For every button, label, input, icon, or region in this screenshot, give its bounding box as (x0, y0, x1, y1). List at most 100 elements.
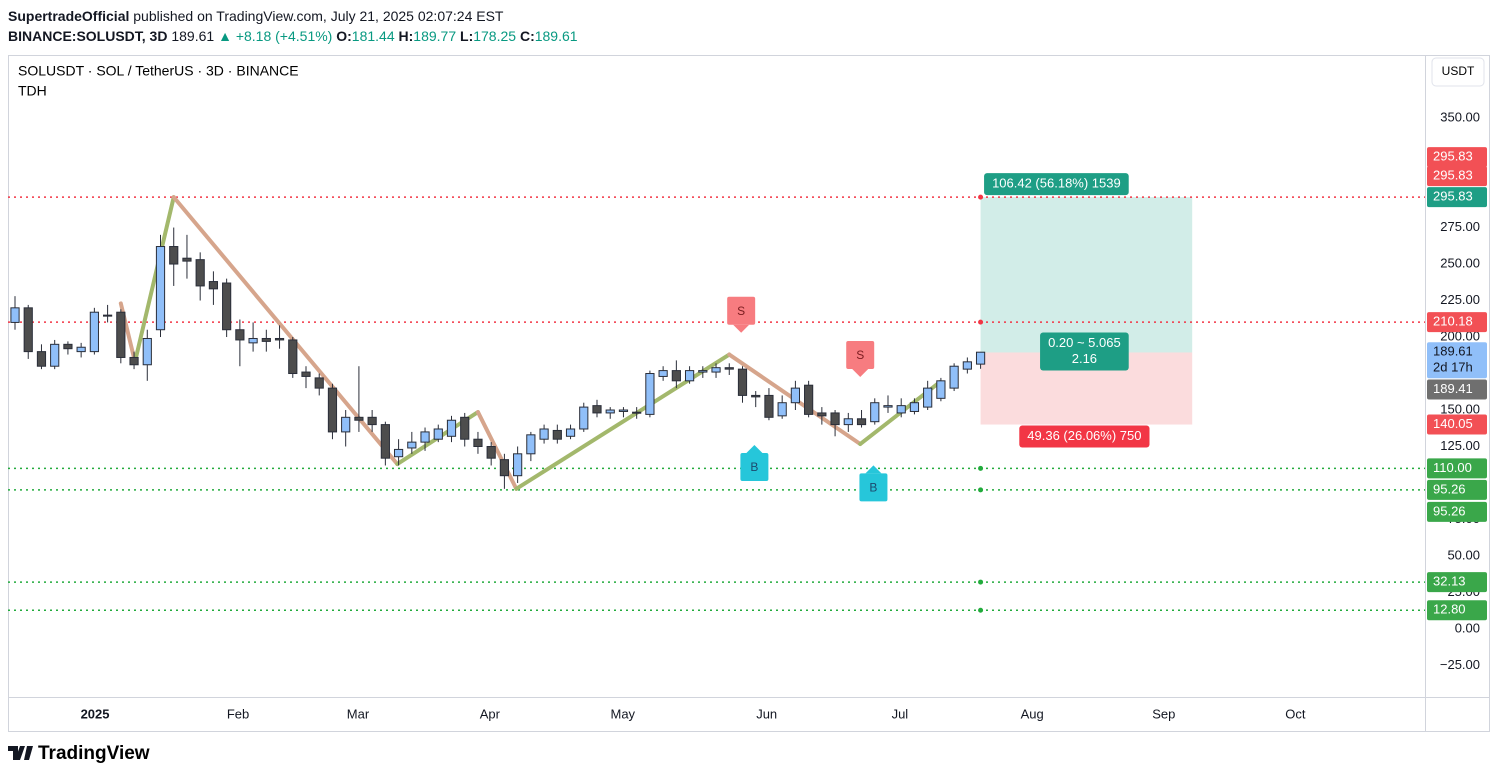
target-zone (980, 197, 1193, 353)
candle-body (102, 314, 113, 317)
candle-body (936, 380, 946, 399)
label-box (1019, 425, 1150, 448)
candle-body (195, 259, 205, 287)
candle-body (446, 419, 457, 437)
candle-body (843, 418, 853, 426)
candle-body (63, 343, 73, 350)
ohlc-value: 181.44 (351, 28, 395, 44)
price-tag: 32.13 (1427, 572, 1487, 593)
candle-body (433, 428, 443, 440)
y-tick-label: 150.00 (1440, 401, 1480, 416)
ohlc-key: C: (519, 28, 535, 44)
signal-marker: B (859, 465, 888, 502)
tag-box (1427, 600, 1487, 621)
candle-body (10, 307, 20, 323)
header: SupertradeOfficial published on TradingV… (8, 6, 578, 46)
candle-body (737, 368, 748, 396)
tag-label: 95.26 (1433, 481, 1466, 496)
signal-pointer (852, 368, 869, 377)
currency[interactable]: USDT (1442, 64, 1475, 78)
ohlc-key: L: (460, 28, 474, 44)
tag-box (1427, 147, 1487, 168)
candle-body (923, 387, 933, 408)
x-tick-label: Feb (227, 706, 249, 721)
tag-box (1427, 379, 1487, 400)
candle-body (116, 311, 126, 358)
candle-body (208, 281, 219, 290)
y-tick-label: 50.00 (1447, 547, 1480, 562)
signal-label: B (869, 481, 877, 495)
candle-body (909, 402, 920, 412)
candle-body (288, 339, 298, 375)
candle-body (592, 405, 602, 414)
tag-label: 95.26 (1433, 503, 1466, 518)
label-text: 0.20 ~ 5.065 (1048, 335, 1121, 350)
candle-body (830, 412, 840, 426)
tag-box (1427, 187, 1487, 208)
tag-countdown: 2d 17h (1433, 360, 1473, 375)
signal-label: S (856, 348, 864, 362)
candle-body (420, 431, 430, 443)
currency-button[interactable] (1431, 57, 1485, 87)
y-tick-label: 250.00 (1440, 255, 1480, 270)
x-tick-label: Oct (1285, 706, 1306, 721)
tag-label: 210.18 (1433, 314, 1473, 329)
candle-body (896, 405, 906, 414)
candle-body (949, 365, 959, 389)
logo: TradingView (8, 743, 150, 764)
candle-body (565, 428, 576, 437)
price-tag: 140.05 (1427, 414, 1487, 435)
candle-body (76, 346, 86, 353)
candle-body (579, 406, 589, 430)
level-dot (978, 607, 984, 613)
candle-body (50, 343, 60, 367)
candle-body (407, 441, 417, 449)
candle-body (605, 409, 615, 414)
y-tick-label: 225.00 (1440, 292, 1480, 307)
signal-box (740, 452, 769, 481)
quote-line: BINANCE:SOLUSDT, 3D 189.61 ▲ +8.18 (+4.5… (8, 26, 578, 46)
indicator-name: TDH (18, 83, 47, 99)
tag-label: 295.83 (1433, 189, 1473, 204)
candle-body (539, 428, 549, 440)
candle-body (129, 356, 139, 366)
x-tick-label: Mar (347, 706, 370, 721)
level-dot (978, 579, 984, 585)
level-dot (978, 487, 984, 493)
candle-body (526, 434, 536, 455)
price-tag: 95.26 (1427, 501, 1487, 522)
author: SupertradeOfficial (8, 8, 130, 24)
signal-pointer (733, 324, 750, 333)
candle-body (314, 377, 324, 389)
candle-body (724, 367, 734, 370)
position-label: 49.36 (26.06%) 750 (1019, 425, 1150, 448)
label-text: 2.16 (1072, 351, 1097, 366)
tag-label: 140.05 (1433, 416, 1473, 431)
x-tick-label: Aug (1021, 706, 1044, 721)
candle-body (36, 351, 47, 367)
level-dot (978, 319, 984, 325)
price-tag: 110.00 (1427, 458, 1487, 479)
zigzag-segment (475, 410, 519, 491)
ohlc-key: O: (336, 28, 352, 44)
tag-box (1427, 166, 1487, 187)
candle-body (804, 384, 814, 415)
tag-label: 32.13 (1433, 574, 1466, 589)
candle-body (513, 453, 523, 477)
signal-pointer (865, 465, 882, 474)
candle-body (684, 370, 695, 382)
tag-box (1427, 414, 1487, 435)
level-dot (978, 465, 984, 471)
candle-body (301, 371, 311, 377)
candle-body (751, 394, 761, 398)
candle-body (169, 246, 179, 265)
position-label: 106.42 (56.18%) 1539 (984, 173, 1129, 196)
candle-body (552, 429, 562, 440)
candle-body (790, 387, 800, 404)
tag-label: 295.83 (1433, 168, 1473, 183)
brand: TradingView (38, 743, 150, 764)
ohlc-value: 189.61 (534, 28, 578, 44)
published: published on TradingView.com, July 21, 2… (133, 8, 504, 24)
